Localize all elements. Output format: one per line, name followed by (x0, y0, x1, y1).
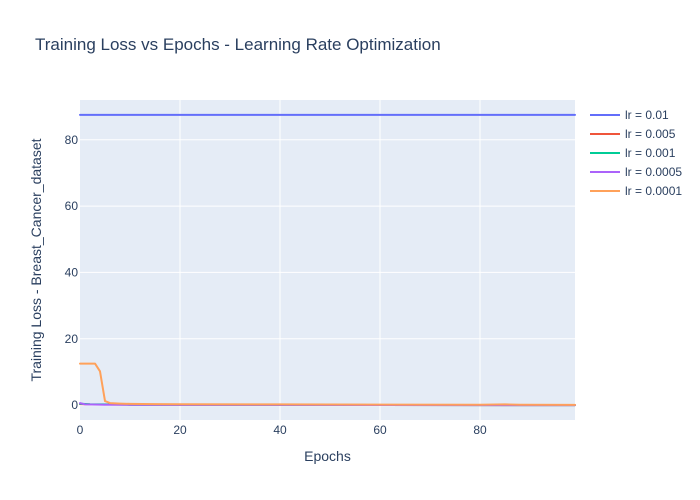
y-tick-label: 40 (65, 265, 79, 279)
x-axis-label: Epochs (304, 448, 351, 464)
legend-label: lr = 0.0001 (625, 184, 682, 198)
chart-title: Training Loss vs Epochs - Learning Rate … (35, 35, 441, 54)
x-tick-labels: 0 20 40 60 80 (77, 423, 487, 437)
legend-item-3[interactable]: lr = 0.001 (590, 146, 676, 160)
legend-label: lr = 0.0005 (625, 165, 682, 179)
y-axis-label: Training Loss - Breast_Cancer_dataset (28, 138, 44, 381)
y-tick-label: 80 (65, 133, 79, 147)
legend: lr = 0.01 lr = 0.005 lr = 0.001 lr = 0.0005… (590, 108, 682, 198)
series-lines (79, 113, 576, 407)
y-tick-label: 60 (65, 199, 79, 213)
x-tick-label: 40 (273, 423, 287, 437)
y-tick-labels: 0 20 40 60 80 (65, 133, 79, 412)
x-tick-label: 60 (373, 423, 387, 437)
x-tick-label: 20 (173, 423, 187, 437)
legend-item-2[interactable]: lr = 0.005 (590, 127, 676, 141)
legend-label: lr = 0.01 (625, 108, 669, 122)
legend-item-1[interactable]: lr = 0.01 (590, 108, 669, 122)
legend-item-5[interactable]: lr = 0.0001 (590, 184, 682, 198)
plot-area (80, 100, 575, 420)
legend-label: lr = 0.001 (625, 146, 676, 160)
x-tick-label: 80 (473, 423, 487, 437)
y-tick-label: 0 (71, 398, 78, 412)
y-tick-label: 20 (65, 332, 79, 346)
x-tick-label: 0 (77, 423, 84, 437)
legend-item-4[interactable]: lr = 0.0005 (590, 165, 682, 179)
series-line-5 (79, 362, 576, 406)
legend-label: lr = 0.005 (625, 127, 676, 141)
